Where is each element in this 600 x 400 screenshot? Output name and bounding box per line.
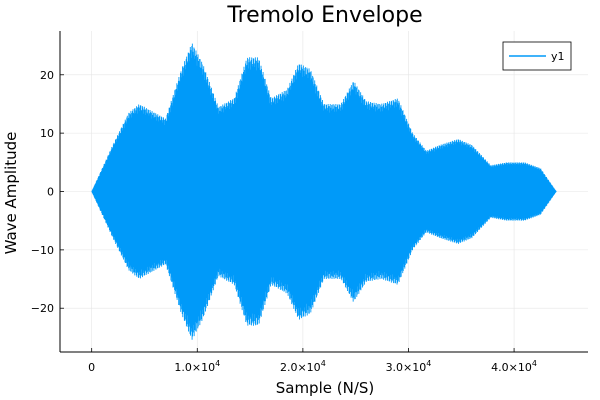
y-tick-label: 20 bbox=[40, 69, 54, 82]
x-tick-label: 4.0×104 bbox=[491, 359, 537, 374]
x-tick-label: 3.0×104 bbox=[386, 359, 432, 374]
x-tick-label: 2.0×104 bbox=[280, 359, 326, 374]
x-axis-label: Sample (N/S) bbox=[276, 379, 375, 397]
series-y1-envelope bbox=[91, 57, 557, 326]
legend-label: y1 bbox=[551, 50, 565, 63]
y-ticks: 20 10 0 −10 −20 bbox=[31, 69, 64, 315]
chart-title: Tremolo Envelope bbox=[226, 3, 422, 28]
y-tick-label: 0 bbox=[47, 186, 54, 199]
series-y1-line bbox=[91, 43, 557, 340]
x-ticks: 0 1.0×104 2.0×104 3.0×104 4.0×104 bbox=[88, 348, 537, 374]
x-tick-label: 1.0×104 bbox=[174, 359, 220, 374]
plot-series bbox=[91, 43, 557, 340]
y-tick-label: −20 bbox=[31, 302, 54, 315]
x-tick-label: 0 bbox=[88, 361, 95, 374]
y-tick-label: 10 bbox=[40, 127, 54, 140]
y-axis-label: Wave Amplitude bbox=[2, 132, 20, 255]
legend: y1 bbox=[502, 41, 572, 71]
y-tick-label: −10 bbox=[31, 244, 54, 257]
